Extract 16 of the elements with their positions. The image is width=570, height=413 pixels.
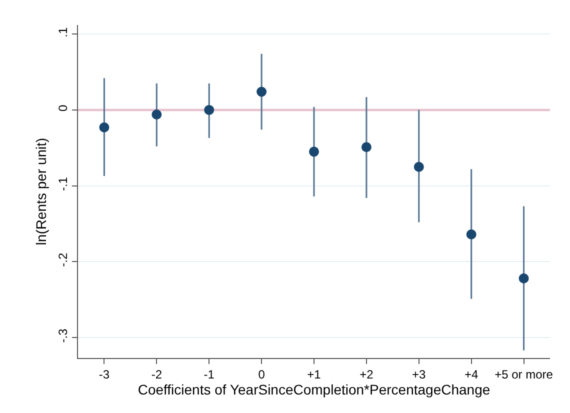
y-tick-label: -.3	[56, 328, 70, 343]
x-tick-label: +1	[307, 367, 322, 382]
x-tick-label: -1	[204, 367, 215, 382]
y-tick-label: -.2	[56, 252, 70, 267]
x-tick-label: +2	[360, 367, 374, 382]
x-tick-label: +4	[464, 367, 478, 382]
y-tick-label: 0	[56, 104, 70, 112]
x-tick-label: -2	[151, 367, 162, 382]
y-tick-label: -.1	[56, 176, 70, 192]
x-tick-label: +3	[412, 367, 426, 382]
x-tick-label: +5 or more	[494, 367, 554, 382]
x-tick-label: -3	[98, 367, 110, 382]
x-tick-label: 0	[258, 367, 266, 382]
y-axis-title: ln(Rents per unit)	[32, 138, 49, 246]
x-axis-title: Coefficients of YearSinceCompletion*PercentageChange	[138, 381, 490, 398]
y-tick-label: .1	[56, 26, 70, 38]
